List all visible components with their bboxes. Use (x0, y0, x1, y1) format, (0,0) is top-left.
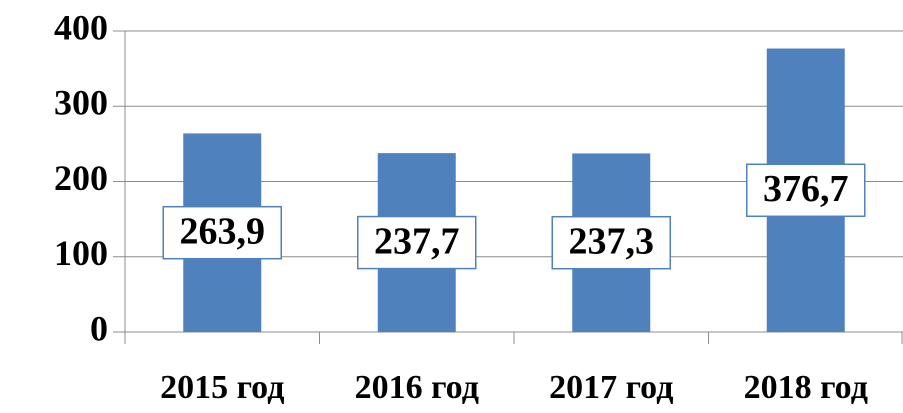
value-label: 263,9 (180, 210, 266, 252)
value-label-box (551, 215, 671, 270)
x-tick-label: 2016 год (355, 369, 479, 406)
value-label: 237,3 (569, 220, 655, 262)
x-tick-label: 2017 год (549, 369, 673, 406)
x-tick-label: 2018 год (744, 369, 868, 406)
value-label-box (746, 163, 866, 218)
value-label: 237,7 (374, 220, 460, 262)
value-label-box (162, 205, 282, 260)
y-tick-label: 300 (54, 83, 108, 123)
value-label-box (357, 215, 477, 270)
x-tick-label: 2015 год (160, 369, 284, 406)
y-tick-label: 100 (54, 233, 108, 273)
value-label: 376,7 (763, 168, 849, 210)
y-tick-label: 0 (90, 308, 108, 348)
y-tick-label: 200 (54, 158, 108, 198)
y-tick-label: 400 (54, 7, 108, 47)
